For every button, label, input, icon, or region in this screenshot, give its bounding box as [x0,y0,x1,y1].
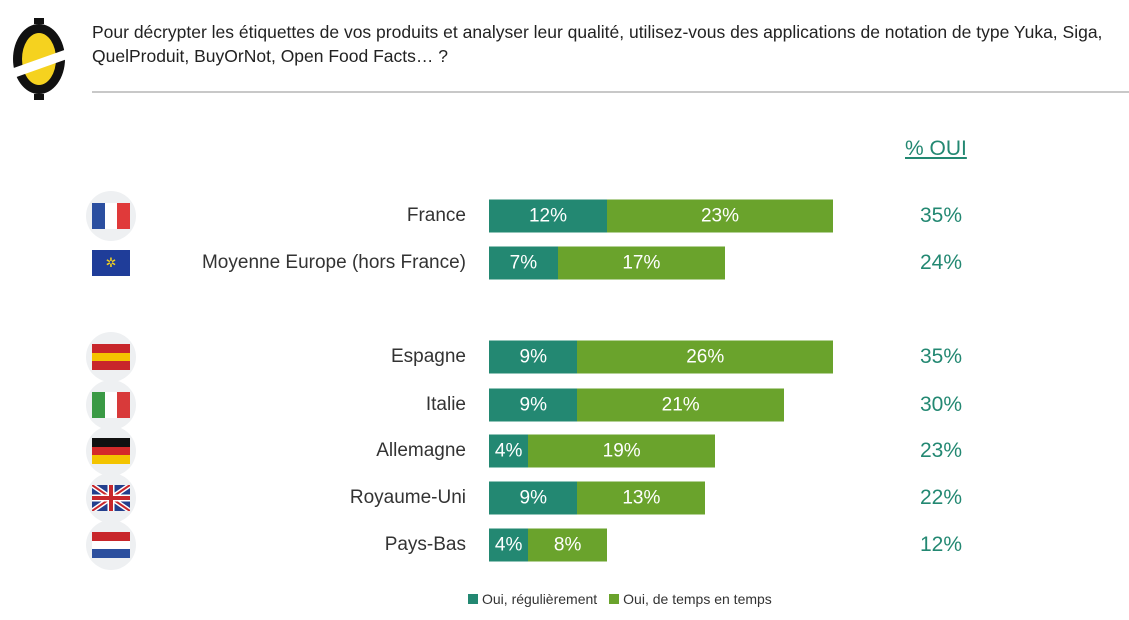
bar-regular: 12% [489,199,607,233]
flag-icon: ✲ [92,250,130,276]
bar-regular: 4% [489,528,529,562]
flag-icon [92,485,130,511]
category-label: Royaume-Uni [349,487,466,508]
legend: Oui, régulièrement Oui, de temps en temp… [468,591,772,607]
bar-regular: 4% [489,434,529,468]
flag-icon [92,392,130,418]
legend-swatch [609,594,620,604]
total-value: 35% [920,204,963,227]
bar-sometimes: 26% [577,340,834,374]
legend-item-sometimes: Oui, de temps en temps [609,591,772,607]
bar-sometimes: 8% [528,528,607,562]
category-label: Allemagne [376,440,466,461]
flag-icon [92,344,130,370]
category-label: Espagne [390,346,466,367]
total-value: 24% [920,251,963,274]
bar-regular: 9% [489,340,578,374]
total-value: 22% [920,486,963,509]
bar-sometimes: 19% [528,434,716,468]
bar-regular: 7% [489,246,558,280]
flag-icon [92,532,130,558]
divider [92,91,1129,93]
legend-label: Oui, régulièrement [482,591,598,607]
bar-regular: 9% [489,481,578,515]
legend-label: Oui, de temps en temps [623,591,772,607]
total-header: % OUI [905,137,967,160]
bar-sometimes: 13% [577,481,706,515]
question-title: Pour décrypter les étiquettes de vos pro… [92,22,1103,66]
total-value: 30% [920,393,963,416]
category-label: Pays-Bas [384,534,466,555]
bar-sometimes: 17% [557,246,725,280]
brand-logo [8,18,70,100]
total-value: 12% [920,533,963,556]
bar-sometimes: 21% [577,388,784,422]
bar-sometimes: 23% [606,199,834,233]
category-label: France [406,205,466,226]
flag-icon [92,438,130,464]
legend-item-regular: Oui, régulièrement [468,591,597,607]
bar-regular: 9% [489,388,578,422]
flag-icon [92,203,130,229]
legend-swatch [468,594,478,604]
category-label: Moyenne Europe (hors France) [201,252,466,273]
category-label: Italie [425,394,466,415]
total-value: 35% [920,345,963,368]
total-value: 23% [920,439,963,462]
